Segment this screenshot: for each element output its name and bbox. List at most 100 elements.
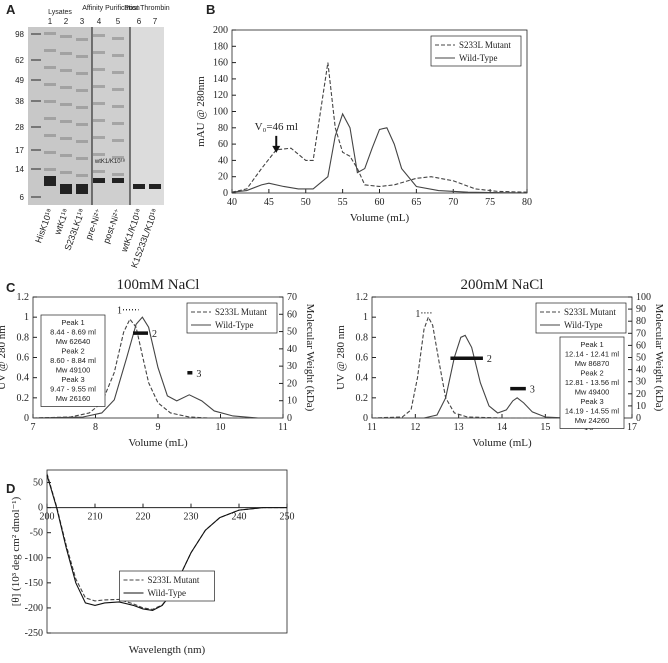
gel-band (44, 117, 56, 120)
gel-band (93, 51, 105, 54)
y-tick-label: 0 (363, 413, 368, 424)
y2-tick-label: 20 (636, 389, 646, 400)
gel-band (44, 151, 56, 154)
lane-label: HisK10¹⁸ (33, 207, 55, 244)
gel-band (60, 120, 72, 123)
y-tick-label: 0.4 (17, 373, 30, 384)
series-line (231, 112, 528, 194)
annotation-line: Mw 49400 (575, 388, 610, 397)
x-tick-label: 70 (448, 197, 458, 208)
y2-tick-label: 20 (287, 378, 297, 389)
marker-label: 62 (15, 56, 24, 65)
annotation-box (40, 314, 106, 407)
annotation-line: Mw 24260 (575, 416, 610, 425)
group-label: Lysates (48, 9, 72, 16)
annotation-line: 14.19 - 14.55 ml (565, 407, 620, 416)
chart-title: 200mM NaCl (461, 277, 544, 293)
y2-tick-label: 90 (636, 304, 646, 315)
x-axis-label: Volume (mL) (472, 437, 532, 449)
gel-band (44, 100, 56, 103)
y-tick-label: 0.8 (356, 332, 369, 343)
gel-band (149, 184, 161, 189)
x-tick-label: 250 (280, 512, 295, 523)
series-line (32, 318, 283, 419)
x-tick-label: 40 (227, 197, 237, 208)
panel-label: A (6, 2, 16, 17)
gel-band (93, 68, 105, 71)
y-tick-label: 0 (223, 188, 228, 199)
y2-tick-label: 60 (287, 309, 297, 320)
y-tick-label: 0.2 (17, 393, 30, 404)
mw-label: 2 (487, 354, 492, 365)
gel-band (112, 71, 124, 74)
mw-label: 2 (152, 329, 157, 340)
y-tick-label: 0.6 (17, 353, 30, 364)
legend-label: Wild-Type (459, 53, 498, 63)
annotation-line: Peak 3 (580, 397, 603, 406)
x-tick-label: 13 (454, 422, 464, 433)
y2-tick-label: 0 (636, 413, 641, 424)
annotation-line: Peak 1 (580, 340, 603, 349)
y-tick-label: -150 (25, 578, 43, 589)
x-tick-label: 10 (216, 422, 226, 433)
gel-band (93, 136, 105, 139)
y-tick-label: 140 (213, 74, 228, 85)
annotation-line: 9.47 - 9.55 ml (50, 385, 96, 394)
x-tick-label: 11 (278, 422, 288, 433)
y-axis-label: mAU @ 280nm (195, 76, 207, 147)
y-tick-label: -200 (25, 603, 43, 614)
group-label: Post Thrombin (124, 5, 169, 12)
mw-label: 3 (530, 385, 535, 396)
lane-label: post-Ni²⁺ (101, 207, 123, 245)
x-tick-label: 7 (31, 422, 36, 433)
gel-band (112, 156, 124, 159)
x-tick-label: 230 (184, 512, 199, 523)
legend-label: S233L Mutant (459, 40, 511, 50)
marker-label: 6 (20, 193, 25, 202)
annotation-line: Mw 49100 (56, 366, 91, 375)
annotation-line: Peak 3 (61, 375, 84, 384)
panel-label: B (206, 2, 215, 17)
panel-label: C (6, 280, 16, 295)
gel-band (76, 72, 88, 75)
y2-tick-label: 80 (636, 316, 646, 327)
x-axis-label: Wavelength (nm) (129, 644, 206, 656)
gel-band (44, 49, 56, 52)
legend-box (430, 35, 522, 67)
y2-tick-label: 100 (636, 292, 651, 303)
y-axis-label: UV @ 280 nm (0, 325, 8, 390)
series-line (372, 334, 632, 419)
lane-number: 6 (137, 17, 142, 26)
gel-band (60, 137, 72, 140)
marker-label: 17 (15, 146, 24, 155)
gel-band (76, 38, 88, 41)
lane-number: 2 (64, 17, 69, 26)
y-tick-label: 0.8 (17, 332, 30, 343)
gel-band (93, 178, 105, 183)
legend-box (119, 570, 215, 602)
series-line (32, 316, 283, 419)
y-tick-label: 1 (24, 312, 29, 323)
gel-band (93, 34, 105, 37)
x-tick-label: 80 (522, 197, 532, 208)
x-tick-label: 15 (540, 422, 550, 433)
panel-label: D (6, 481, 15, 496)
legend-label: S233L Mutant (148, 575, 200, 585)
gel-band (112, 178, 124, 183)
gel-band (60, 69, 72, 72)
y-tick-label: 80 (218, 123, 228, 134)
marker-label: 38 (15, 97, 24, 106)
gel-band (60, 103, 72, 106)
gel-band (93, 153, 105, 156)
y-tick-label: 120 (213, 90, 228, 101)
gel-band (112, 54, 124, 57)
y-tick-label: -100 (25, 553, 43, 564)
gel-band (44, 83, 56, 86)
y-axis-label: [θ] (10³ deg cm² dmol⁻¹) (10, 496, 22, 606)
y-tick-label: 0 (38, 503, 43, 514)
annotation-line: 12.81 - 13.56 ml (565, 378, 620, 387)
y2-tick-label: 10 (287, 396, 297, 407)
annotation-line: Mw 62640 (56, 337, 91, 346)
x-tick-label: 210 (88, 512, 103, 523)
plot-frame (46, 469, 288, 634)
